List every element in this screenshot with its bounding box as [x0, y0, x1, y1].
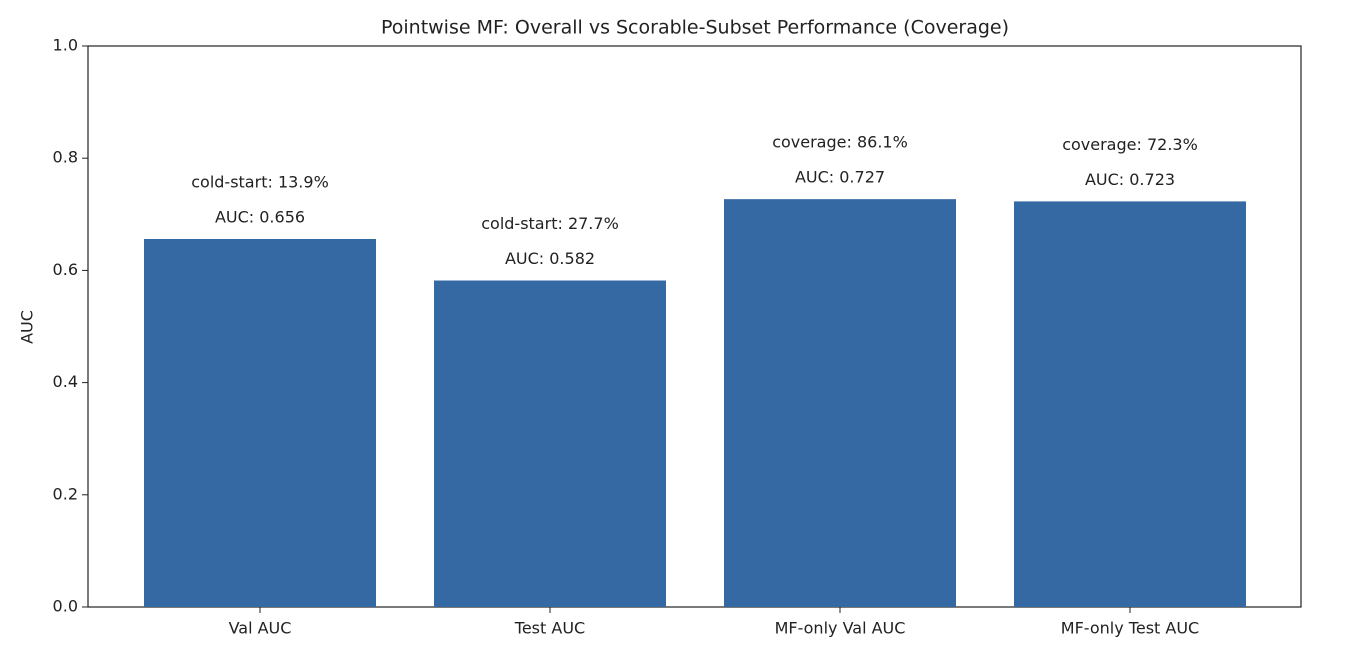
x-tick-label: MF-only Val AUC [775, 619, 906, 638]
value-label: AUC: 0.723 [1085, 170, 1175, 189]
y-tick-label: 0.6 [53, 260, 78, 279]
bar [144, 238, 376, 607]
y-tick-label: 0.0 [53, 597, 78, 616]
value-label: AUC: 0.582 [505, 249, 595, 268]
annotation: coverage: 72.3% [1062, 135, 1198, 154]
annotation: coverage: 86.1% [772, 133, 908, 152]
y-tick-label: 0.2 [53, 484, 78, 503]
annotation: cold-start: 13.9% [191, 172, 329, 191]
y-tick-label: 0.4 [53, 372, 78, 391]
x-tick-label: Val AUC [229, 619, 292, 638]
value-label: AUC: 0.727 [795, 168, 885, 187]
plot-frame [87, 45, 1302, 608]
x-tick-label: MF-only Test AUC [1061, 619, 1199, 638]
y-tick-label: 1.0 [53, 36, 78, 55]
y-tick-label: 0.8 [53, 148, 78, 167]
value-label: AUC: 0.656 [215, 207, 305, 226]
x-tick-label: Test AUC [514, 619, 585, 638]
chart-title: Pointwise MF: Overall vs Scorable-Subset… [381, 17, 1009, 39]
annotation: cold-start: 27.7% [481, 214, 619, 233]
y-axis-label: AUC [18, 310, 37, 344]
bar [434, 280, 666, 607]
bar [724, 199, 956, 607]
bar [1014, 201, 1246, 607]
